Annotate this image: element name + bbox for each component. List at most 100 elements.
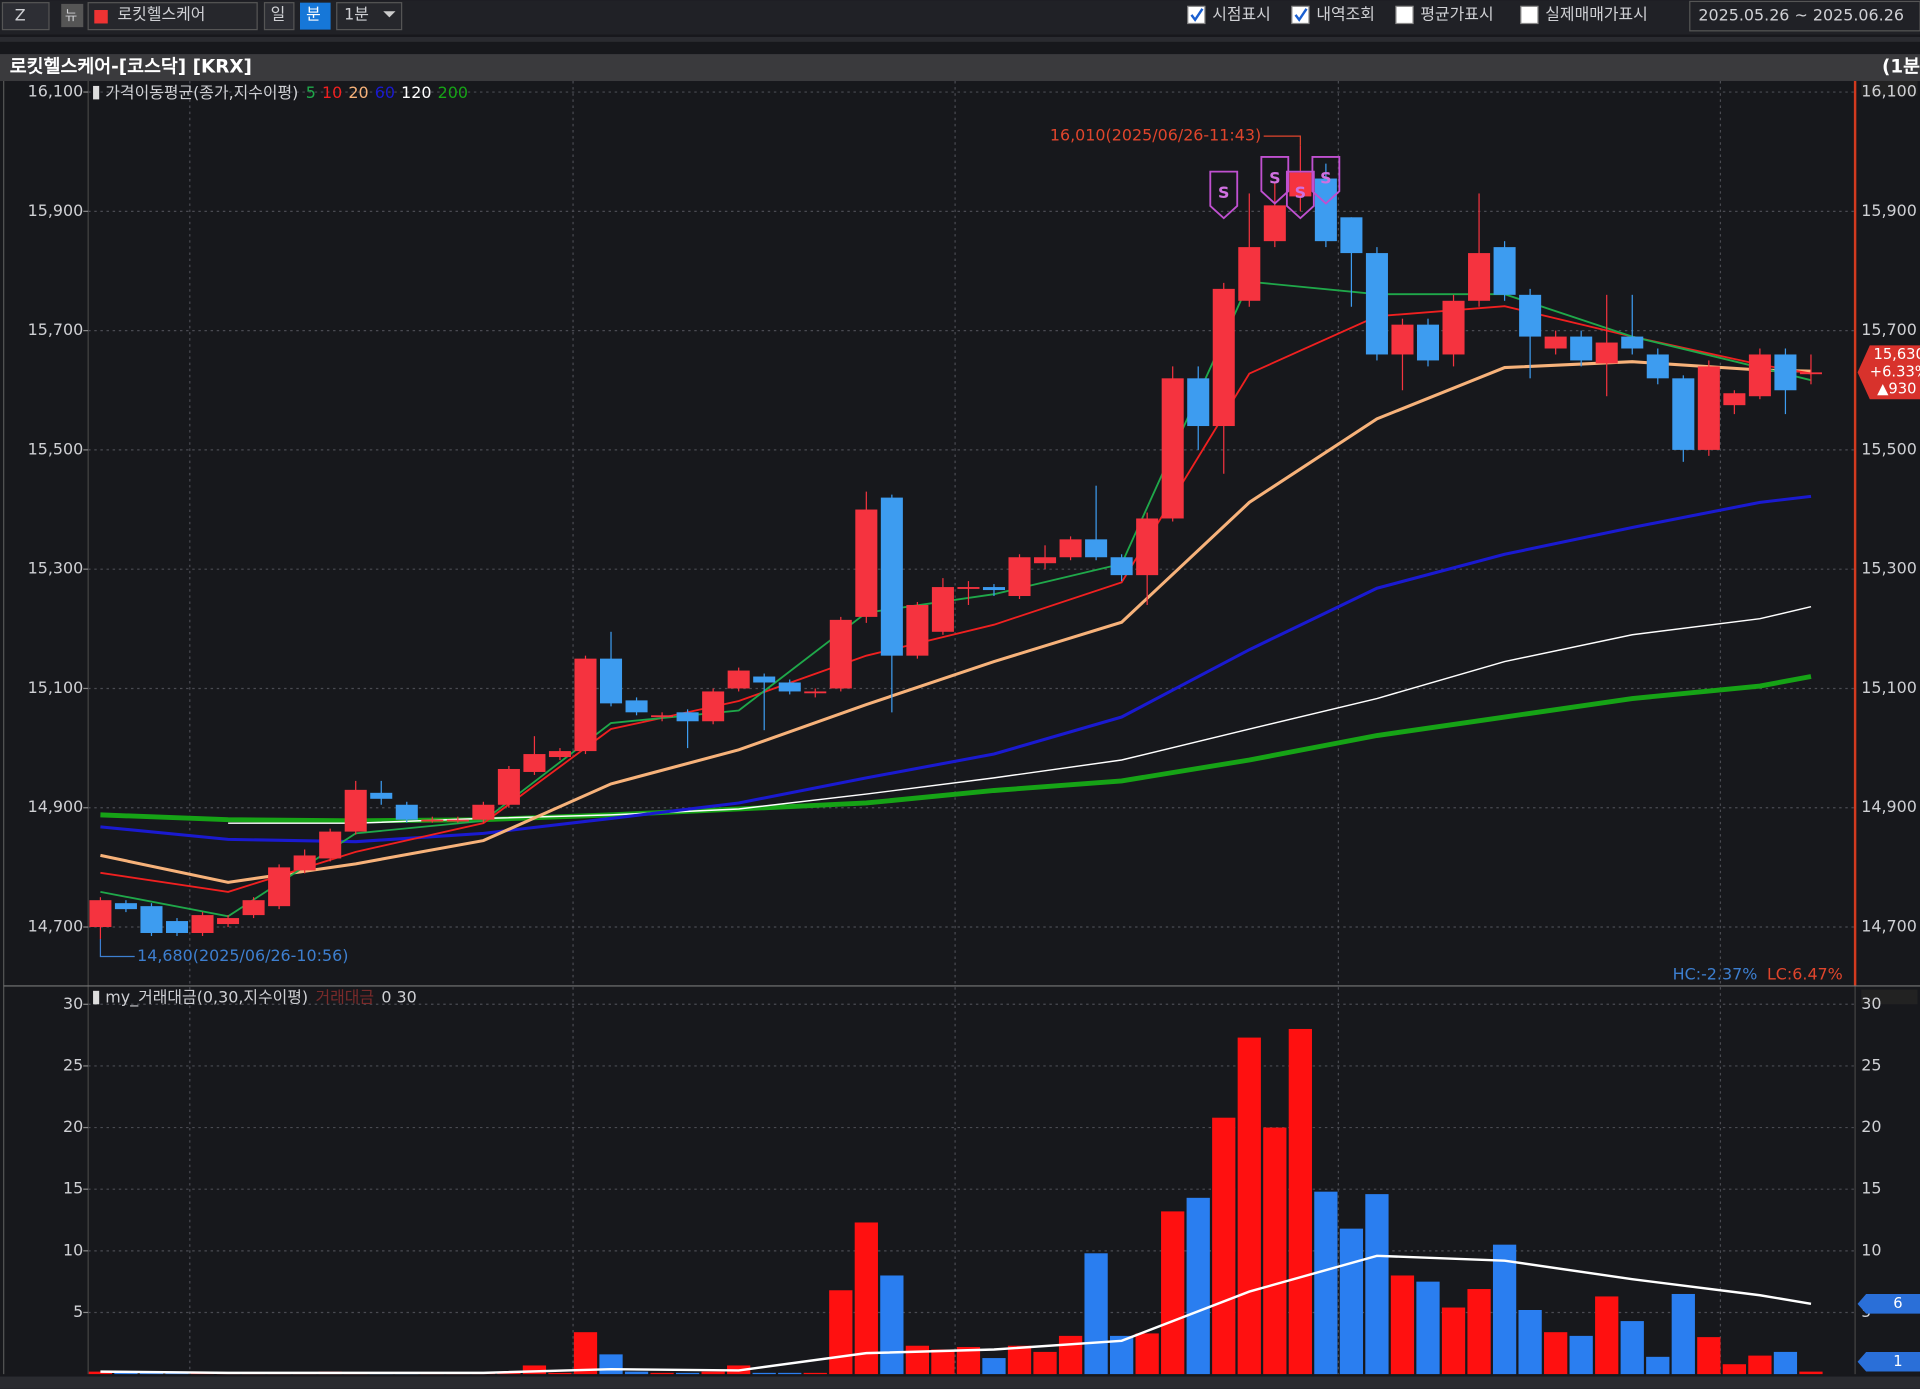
candle-body (1314, 178, 1337, 242)
candle-body (1416, 324, 1440, 361)
last-change-pct: +6.33% (1870, 363, 1920, 380)
zoom-text: Z (15, 6, 26, 25)
volume-bar (1544, 1332, 1568, 1375)
candle-body (600, 658, 623, 704)
volume-bar (1237, 1037, 1261, 1375)
y-tick-label: 16,100 (28, 82, 84, 101)
low-label: 14,680(2025/06/26-10:56) (137, 946, 348, 965)
candle-body (242, 900, 265, 916)
checkbox-label: 내역조회 (1316, 4, 1375, 23)
y-tick-label-right: 16,100 (1861, 82, 1917, 101)
volume-bar (1722, 1364, 1746, 1375)
candle-body (1468, 253, 1491, 301)
candle-body (472, 804, 495, 820)
y-tick-label: 5 (73, 1302, 83, 1321)
candle-body (1697, 366, 1720, 450)
y-tick-label: 15,300 (28, 559, 84, 578)
candle-body (1595, 342, 1618, 364)
day-button[interactable] (263, 2, 295, 31)
candle-body (931, 587, 954, 632)
candle-body (1110, 557, 1133, 576)
volume-bar (1569, 1335, 1593, 1375)
volume-bar (1748, 1355, 1772, 1375)
y-tick-label-right: 25 (1861, 1055, 1881, 1074)
volume-bar (778, 1372, 802, 1375)
candle-body (1570, 336, 1593, 361)
divider (0, 36, 1920, 42)
line (100, 494, 1812, 844)
candle-body (523, 754, 546, 772)
title-bar (0, 54, 1920, 82)
volume-bar (905, 1345, 930, 1375)
legend-entry: 120 (401, 83, 431, 102)
volume-bar (1518, 1309, 1542, 1375)
time-grid (189, 81, 1722, 1375)
candle-body (1263, 205, 1286, 242)
signal-label: S (1320, 168, 1331, 187)
candle-body (1442, 300, 1465, 355)
checkbox[interactable] (1395, 5, 1414, 25)
candle-body (370, 792, 393, 799)
panel-icons[interactable] (1861, 989, 1918, 1005)
signal-tag (1311, 156, 1341, 205)
candle-body (1289, 172, 1312, 197)
date-box[interactable] (1689, 0, 1920, 32)
y-tick-label-right: 15 (1861, 1179, 1881, 1198)
y-tick-label: 15 (63, 1179, 83, 1198)
checkbox-label: 실제매매가표시 (1545, 4, 1647, 23)
last-price: 15,630 (1873, 346, 1920, 363)
volume-bar (1441, 1307, 1466, 1375)
volume-bar (1595, 1296, 1619, 1375)
volume-bar (1671, 1293, 1695, 1375)
interval-select[interactable] (336, 2, 403, 31)
candle-body (625, 700, 648, 713)
volume-bar (1084, 1253, 1108, 1375)
signal-tag (1209, 170, 1239, 220)
right-marker (1857, 1294, 1920, 1314)
volume-bar (599, 1354, 623, 1375)
volume-bar (139, 1372, 164, 1375)
zoom-button[interactable] (1, 2, 50, 31)
candle-body (395, 804, 418, 820)
legend-entry: 거래대금 (315, 988, 374, 1007)
checkbox-label: 시점표시 (1212, 4, 1271, 23)
volume-bar (522, 1365, 547, 1375)
volume-bar (675, 1372, 700, 1375)
candle-body (1034, 557, 1057, 564)
date-range: 2025.05.26 ~ 2025.06.26 (1698, 6, 1904, 25)
y-tick-label: 15,900 (28, 201, 84, 220)
candle-body (1646, 354, 1669, 379)
volume-bar (982, 1358, 1006, 1375)
panel-icons[interactable] (1861, 81, 1918, 96)
candle-body (1059, 539, 1082, 558)
volume-bar (854, 1222, 878, 1375)
y-tick-label-right: 15,100 (1861, 678, 1917, 697)
candle-body (319, 831, 342, 859)
volume-bar (1697, 1337, 1721, 1375)
candle-body (906, 604, 929, 656)
legend-params: 0 30 (381, 988, 416, 1007)
volume-bar (573, 1332, 598, 1375)
checkbox[interactable] (1520, 5, 1539, 25)
candle-body (1493, 247, 1516, 295)
volume-bar (1186, 1197, 1210, 1375)
minute-button[interactable] (300, 2, 331, 30)
volume-bar (1646, 1356, 1670, 1375)
volume-bar (1799, 1371, 1823, 1375)
news-icon[interactable] (61, 3, 84, 28)
volume-bar (829, 1290, 853, 1375)
chart-title: 로킷헬스케어-[코스닥] [KRX] (10, 57, 252, 78)
volume-bar (1058, 1335, 1083, 1375)
candle-body (1774, 354, 1797, 391)
candle-body (574, 658, 597, 752)
right-marker (1857, 1351, 1920, 1372)
signal-tag (1285, 170, 1315, 220)
stock-box[interactable] (87, 2, 258, 31)
high-pointer (1263, 135, 1301, 146)
volume-bar (1212, 1117, 1236, 1375)
candle-body (1212, 288, 1235, 427)
checkbox-label: 평균가표시 (1420, 4, 1493, 23)
y-tick-label: 14,900 (28, 797, 84, 816)
